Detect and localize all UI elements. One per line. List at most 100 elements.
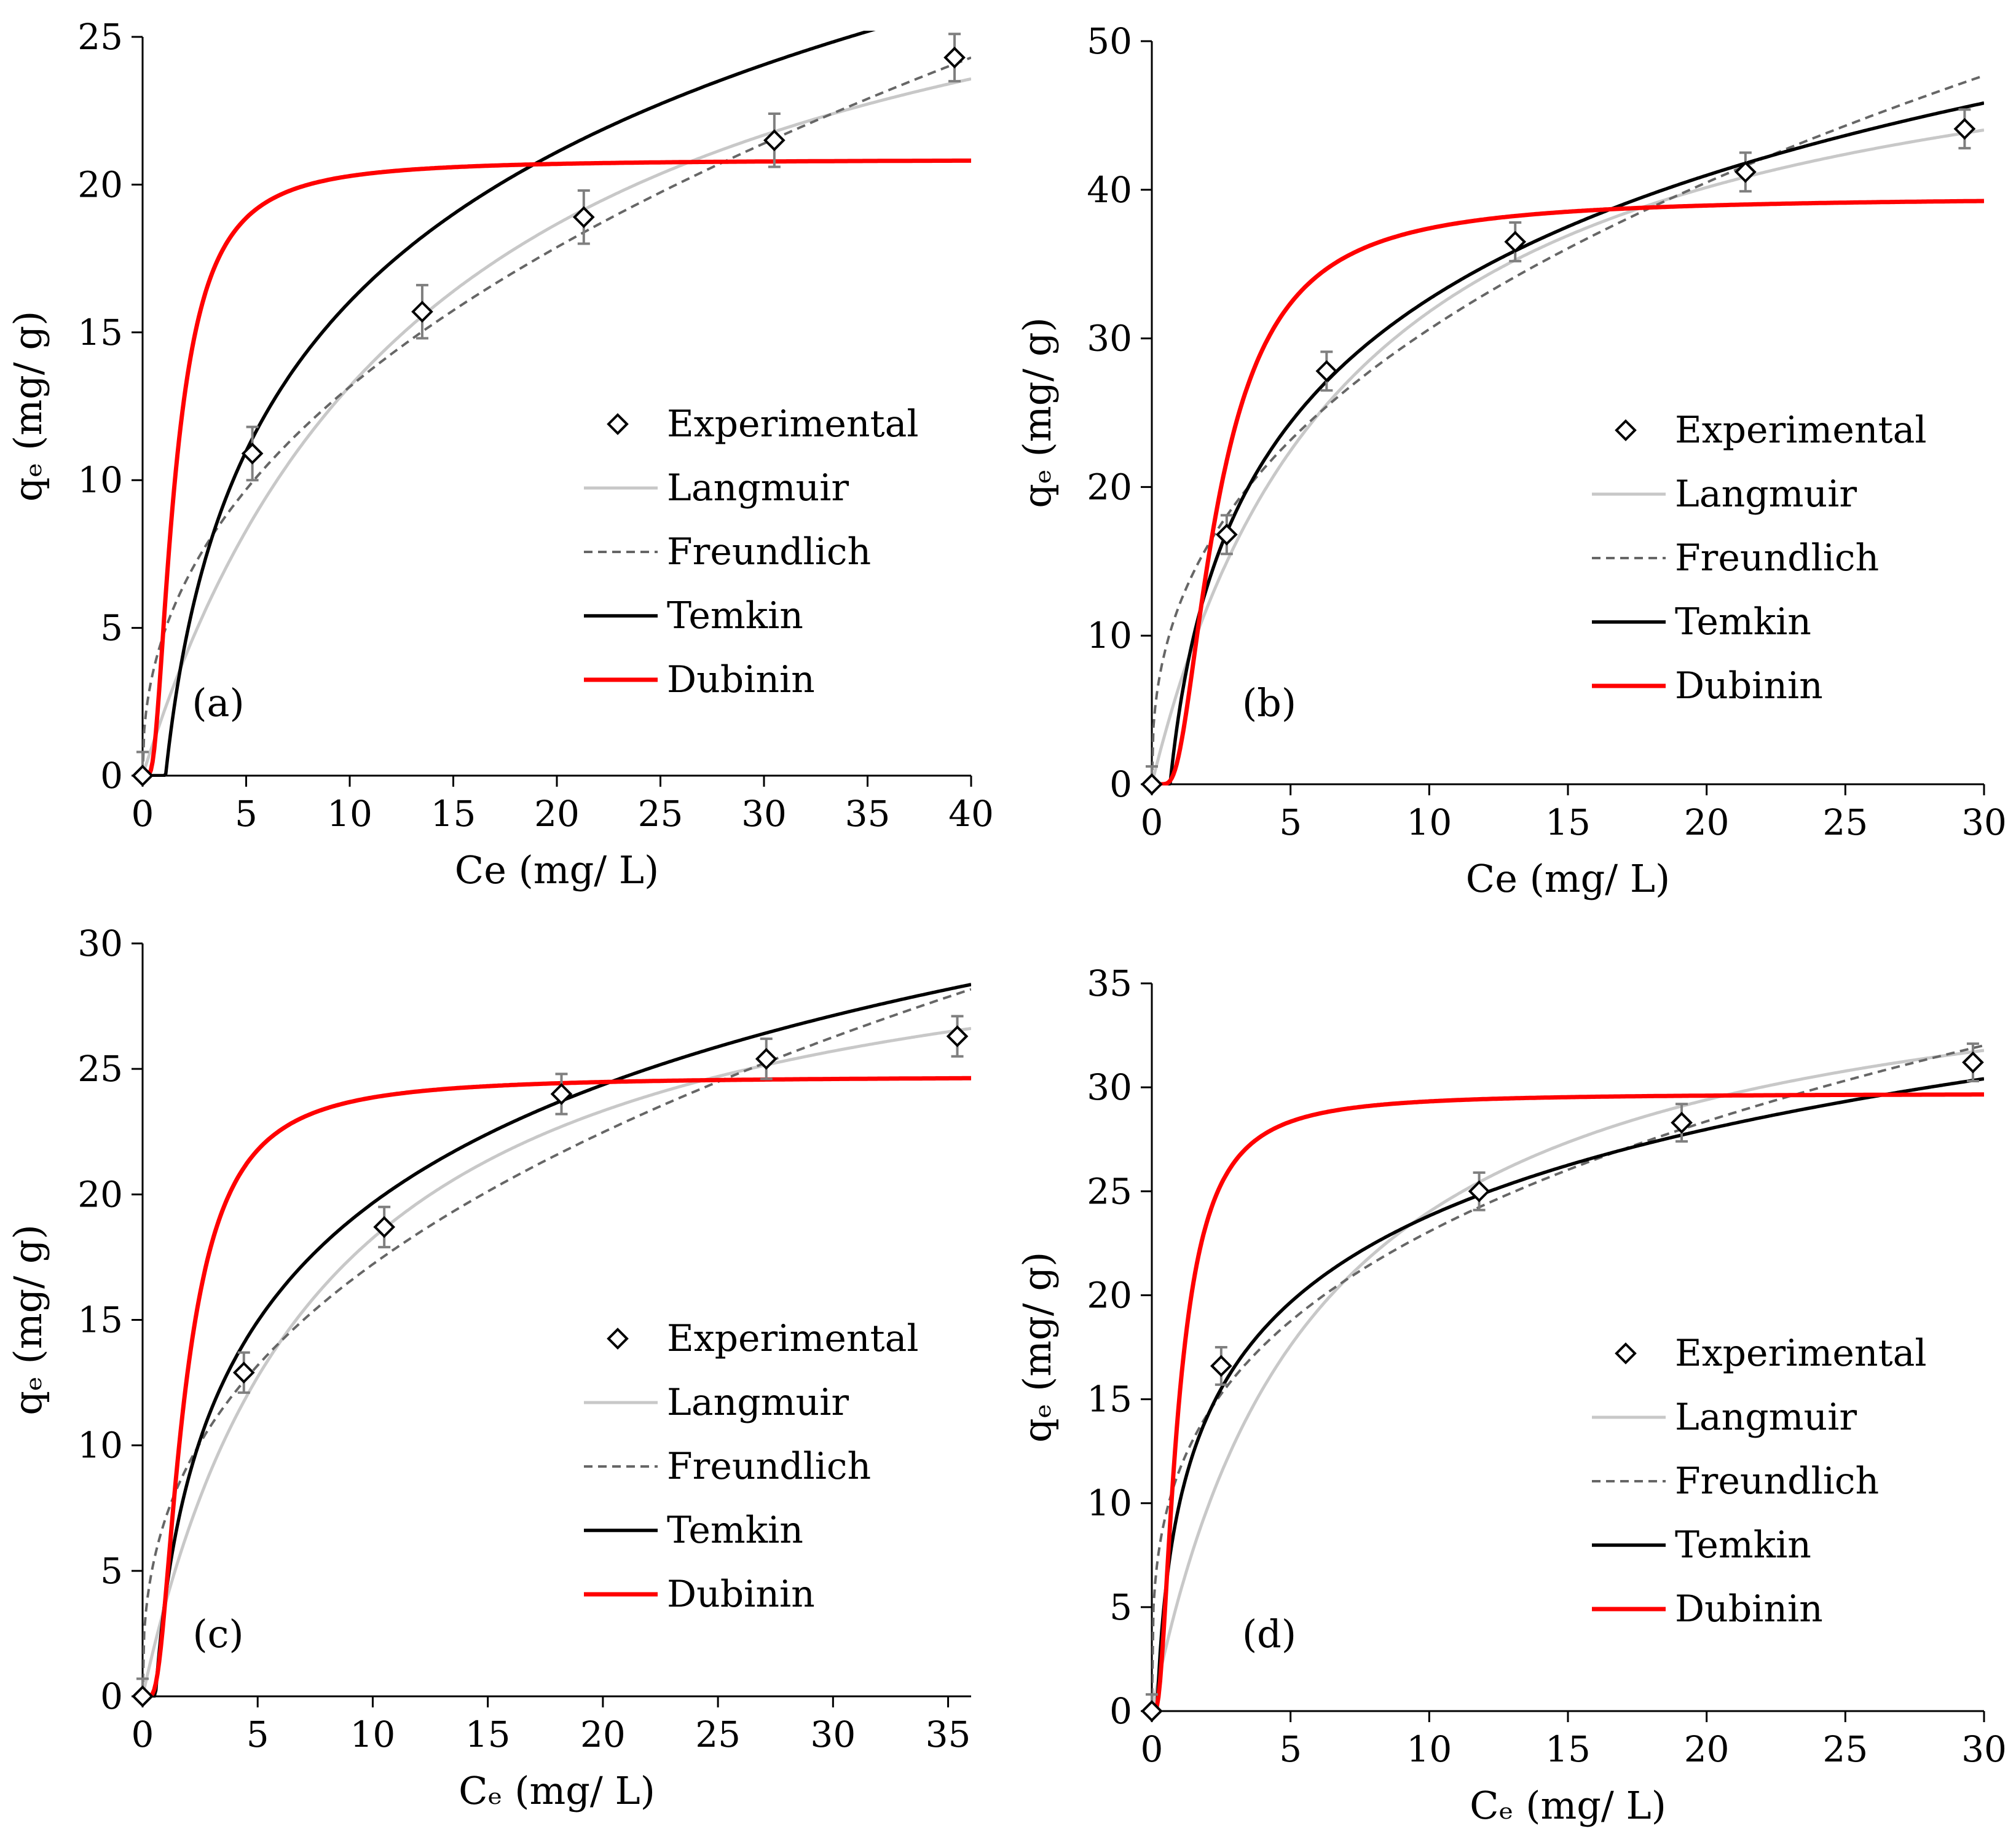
experimental-marker bbox=[1504, 230, 1527, 253]
x-tick-label: 5 bbox=[1279, 801, 1302, 843]
x-tick-label: 20 bbox=[1684, 1728, 1730, 1770]
x-tick-label: 5 bbox=[246, 1714, 269, 1755]
legend-label: Dubinin bbox=[667, 1573, 815, 1616]
experimental-marker bbox=[132, 1685, 154, 1707]
experimental-point bbox=[1216, 514, 1238, 556]
legend-item-freundlich: Freundlich bbox=[584, 1445, 871, 1488]
legend-item-temkin: Temkin bbox=[1592, 1524, 1811, 1567]
y-tick-label: 30 bbox=[1087, 1066, 1132, 1108]
experimental-point bbox=[132, 750, 154, 787]
experimental-point bbox=[755, 1037, 778, 1080]
legend-item-temkin: Temkin bbox=[584, 1509, 803, 1552]
x-tick-label: 20 bbox=[534, 793, 580, 835]
experimental-marker bbox=[1953, 117, 1976, 140]
legend-item-experimental: Experimental bbox=[607, 403, 919, 446]
y-tick-label: 20 bbox=[1087, 466, 1132, 508]
experimental-marker bbox=[373, 1216, 395, 1238]
y-tick-label: 10 bbox=[1087, 1482, 1132, 1524]
legend-label: Langmuir bbox=[1675, 1396, 1857, 1439]
legend-label: Temkin bbox=[667, 594, 803, 637]
legend-label: Freundlich bbox=[667, 1445, 871, 1488]
legend-item-langmuir: Langmuir bbox=[584, 1381, 849, 1424]
x-tick-label: 35 bbox=[845, 793, 891, 835]
experimental-point bbox=[1141, 1693, 1163, 1722]
y-tick-label: 10 bbox=[77, 459, 123, 501]
y-axis-label: qₑ (mg/ g) bbox=[1015, 317, 1060, 508]
panel-b: 0 10 20 30 40 50 0 5 10 15 20 25 30 Ce (mg/ L) qₑ (mg/… bbox=[1015, 20, 2007, 901]
langmuir-curve bbox=[143, 77, 971, 776]
experimental-marker bbox=[943, 46, 966, 69]
legend-marker bbox=[607, 413, 629, 435]
langmuir-curve bbox=[143, 1026, 971, 1697]
y-tick-label: 50 bbox=[1087, 20, 1132, 62]
y-tick-label: 35 bbox=[1087, 962, 1132, 1004]
x-axis-label: Ce (mg/ L) bbox=[1466, 856, 1670, 901]
x-tick-label: 25 bbox=[1822, 1728, 1868, 1770]
y-axis-label: qₑ (mg/ g) bbox=[6, 311, 50, 502]
y-tick-label: 15 bbox=[77, 312, 123, 353]
langmuir-curve bbox=[1152, 128, 1984, 785]
legend-label: Freundlich bbox=[1675, 537, 1879, 580]
legend-marker bbox=[1615, 1342, 1637, 1364]
x-tick-label: 0 bbox=[1141, 1728, 1164, 1770]
x-tick-label: 30 bbox=[1961, 801, 2007, 843]
legend-label: Experimental bbox=[667, 1317, 919, 1360]
experimental-point bbox=[1962, 1042, 1984, 1082]
experimental-marker bbox=[132, 765, 154, 787]
experimental-point bbox=[1504, 221, 1527, 262]
langmuir-curve bbox=[1152, 1049, 1984, 1712]
x-tick-label: 10 bbox=[350, 1714, 396, 1755]
y-tick-label: 5 bbox=[1109, 1586, 1132, 1628]
y-tick-label: 25 bbox=[77, 1048, 123, 1090]
legend-item-dubinin: Dubinin bbox=[1592, 664, 1823, 707]
legend-item-temkin: Temkin bbox=[1592, 600, 1811, 644]
experimental-point bbox=[373, 1205, 395, 1249]
experimental-point bbox=[1210, 1346, 1232, 1386]
experimental-point bbox=[763, 112, 786, 168]
experimental-point bbox=[550, 1073, 573, 1116]
legend-item-freundlich: Freundlich bbox=[1592, 537, 1879, 580]
y-tick-label: 40 bbox=[1087, 169, 1132, 211]
legend-item-langmuir: Langmuir bbox=[584, 466, 849, 510]
x-tick-label: 0 bbox=[1141, 801, 1164, 843]
legend-item-langmuir: Langmuir bbox=[1592, 1396, 1857, 1439]
y-tick-label: 20 bbox=[77, 1173, 123, 1215]
experimental-point bbox=[411, 283, 433, 340]
y-tick-label: 5 bbox=[100, 1550, 123, 1592]
y-tick-label: 15 bbox=[1087, 1379, 1132, 1420]
x-tick-label: 30 bbox=[741, 793, 787, 835]
experimental-point bbox=[943, 33, 966, 83]
dubinin-curve bbox=[143, 158, 971, 777]
legend-item-experimental: Experimental bbox=[1615, 1332, 1927, 1375]
experimental-marker bbox=[1315, 360, 1338, 382]
y-tick-label: 10 bbox=[77, 1425, 123, 1466]
freundlich-curve bbox=[1152, 1044, 1984, 1712]
experimental-marker bbox=[1671, 1111, 1693, 1134]
freundlich-curve bbox=[1152, 74, 1984, 785]
experimental-point bbox=[1315, 350, 1338, 392]
x-tick-label: 25 bbox=[1822, 801, 1868, 843]
y-tick-label: 30 bbox=[1087, 318, 1132, 360]
experimental-marker bbox=[1216, 523, 1238, 546]
legend-marker bbox=[607, 1328, 629, 1350]
experimental-marker bbox=[1962, 1051, 1984, 1074]
y-tick-label: 10 bbox=[1087, 615, 1132, 656]
x-tick-label: 15 bbox=[1545, 1728, 1591, 1770]
legend-label: Experimental bbox=[1675, 409, 1927, 452]
x-tick-label: 15 bbox=[465, 1714, 511, 1755]
y-tick-label: 0 bbox=[100, 755, 123, 797]
legend-marker bbox=[1615, 419, 1637, 441]
experimental-point bbox=[232, 1351, 255, 1394]
legend-label: Dubinin bbox=[667, 658, 815, 701]
legend-item-experimental: Experimental bbox=[1615, 409, 1927, 452]
experimental-point bbox=[132, 1677, 154, 1707]
temkin-curve bbox=[143, 983, 971, 1698]
legend-label: Langmuir bbox=[1675, 473, 1857, 516]
y-tick-label: 15 bbox=[77, 1299, 123, 1341]
legend: Experimental Langmuir Freundlich Temkin Dubi… bbox=[584, 1317, 919, 1616]
y-tick-label: 0 bbox=[1109, 1690, 1132, 1732]
y-axis-label: qₑ (mg/ g) bbox=[1015, 1252, 1060, 1443]
dubinin-curve bbox=[143, 1076, 971, 1698]
legend: Experimental Langmuir Freundlich Temkin Dubi… bbox=[1592, 409, 1927, 707]
